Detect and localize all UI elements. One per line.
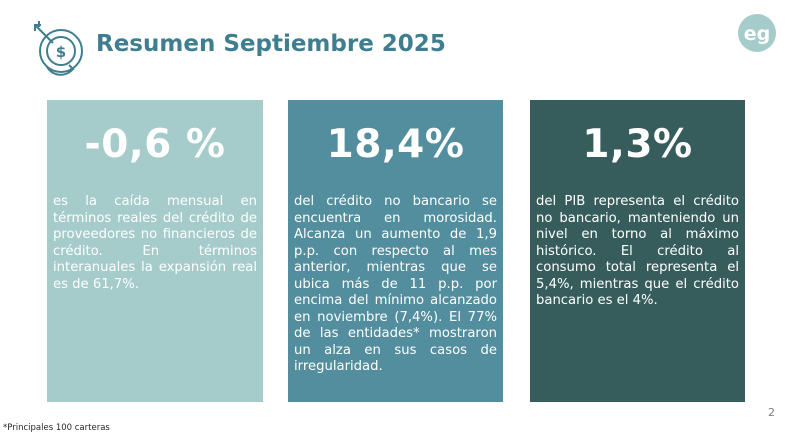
stat-value: 1,3% — [582, 122, 693, 167]
stat-description: del PIB representa el crédito no bancari… — [536, 194, 739, 308]
stat-value: 18,4% — [326, 122, 465, 167]
stat-description: del crédito no bancario se encuentra en … — [294, 194, 497, 374]
page-number: 2 — [768, 406, 775, 419]
target-money-icon: $ — [29, 17, 91, 79]
logo: eg — [737, 13, 777, 53]
stat-card-proveedores: -0,6 % es la caída mensual en términos r… — [47, 100, 263, 402]
svg-text:$: $ — [56, 43, 66, 61]
stat-description: es la caída mensual en términos reales d… — [53, 194, 257, 292]
stat-value: -0,6 % — [84, 122, 226, 167]
page-title: Resumen Septiembre 2025 — [96, 31, 446, 57]
stat-card-pib: 1,3% del PIB representa el crédito no ba… — [530, 100, 745, 402]
svg-text:eg: eg — [744, 23, 771, 45]
footnote: *Principales 100 carteras — [3, 423, 110, 433]
stat-card-morosidad: 18,4% del crédito no bancario se encuent… — [288, 100, 503, 402]
